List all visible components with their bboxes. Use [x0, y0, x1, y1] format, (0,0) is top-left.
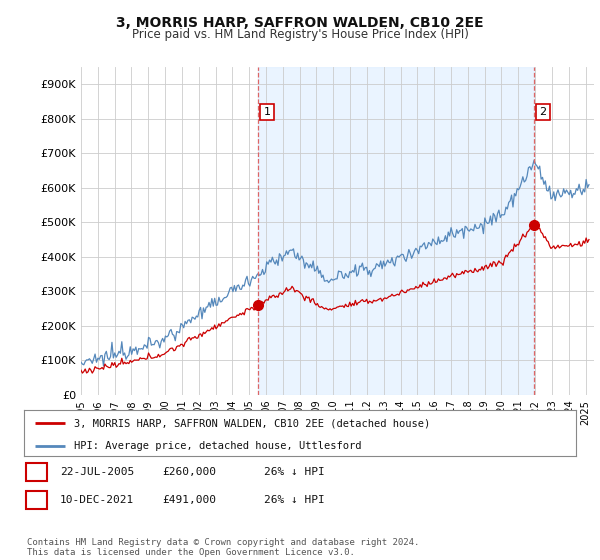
Text: £260,000: £260,000 — [162, 467, 216, 477]
Text: 1: 1 — [263, 107, 271, 117]
Text: 1: 1 — [33, 467, 40, 477]
Text: 26% ↓ HPI: 26% ↓ HPI — [264, 467, 325, 477]
Text: HPI: Average price, detached house, Uttlesford: HPI: Average price, detached house, Uttl… — [74, 441, 361, 451]
Text: £491,000: £491,000 — [162, 495, 216, 505]
Text: 3, MORRIS HARP, SAFFRON WALDEN, CB10 2EE: 3, MORRIS HARP, SAFFRON WALDEN, CB10 2EE — [116, 16, 484, 30]
Text: 10-DEC-2021: 10-DEC-2021 — [60, 495, 134, 505]
Text: 3, MORRIS HARP, SAFFRON WALDEN, CB10 2EE (detached house): 3, MORRIS HARP, SAFFRON WALDEN, CB10 2EE… — [74, 418, 430, 428]
Text: 22-JUL-2005: 22-JUL-2005 — [60, 467, 134, 477]
Text: Price paid vs. HM Land Registry's House Price Index (HPI): Price paid vs. HM Land Registry's House … — [131, 28, 469, 41]
Text: Contains HM Land Registry data © Crown copyright and database right 2024.
This d: Contains HM Land Registry data © Crown c… — [27, 538, 419, 557]
Text: 2: 2 — [539, 107, 546, 117]
Text: 26% ↓ HPI: 26% ↓ HPI — [264, 495, 325, 505]
Text: 2: 2 — [33, 495, 40, 505]
Bar — [259, 67, 534, 395]
